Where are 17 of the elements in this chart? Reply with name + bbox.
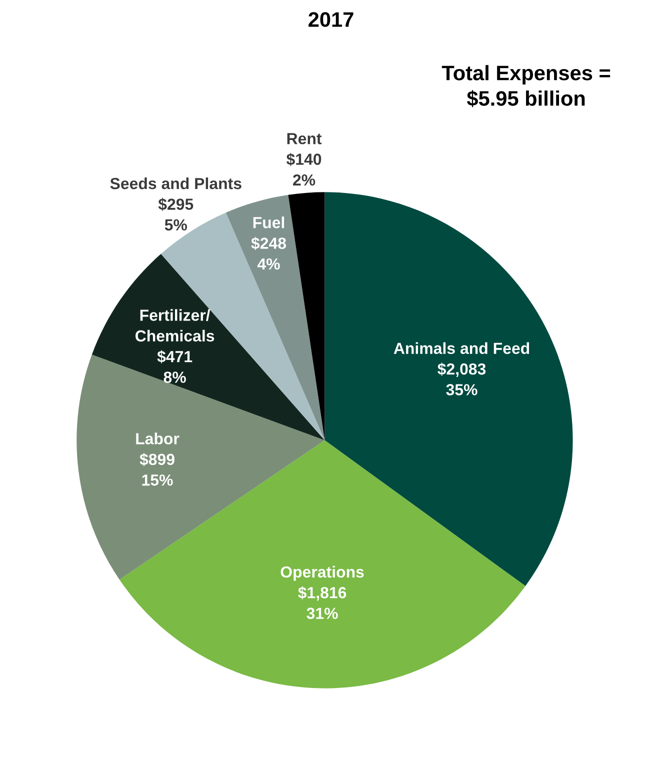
data-label: $248 4%: [251, 236, 286, 270]
slice-label: Seeds and Plants: [110, 177, 242, 190]
slice-label: Labor: [136, 432, 180, 444]
data-label: $140 2%: [286, 152, 322, 186]
slice-label: Rent: [287, 133, 322, 144]
slice-label: Fertilizer/ Chemicals: [136, 309, 214, 342]
data-label: $471 8%: [157, 350, 192, 383]
pie-slice: [226, 194, 325, 440]
slice-label: Fuel: [253, 216, 284, 228]
chart-title: 2017: [308, 12, 354, 27]
data-label: $295 5%: [158, 198, 194, 231]
data-label: $1,816 31%: [298, 586, 346, 620]
data-label: $899 15%: [140, 453, 174, 486]
data-label: $2,083 35%: [438, 362, 486, 396]
slice-label: Animals and Feed: [394, 342, 530, 354]
slice-label: Operations: [280, 566, 364, 581]
text: Total Expenses = $5.95 billion: [442, 65, 610, 108]
